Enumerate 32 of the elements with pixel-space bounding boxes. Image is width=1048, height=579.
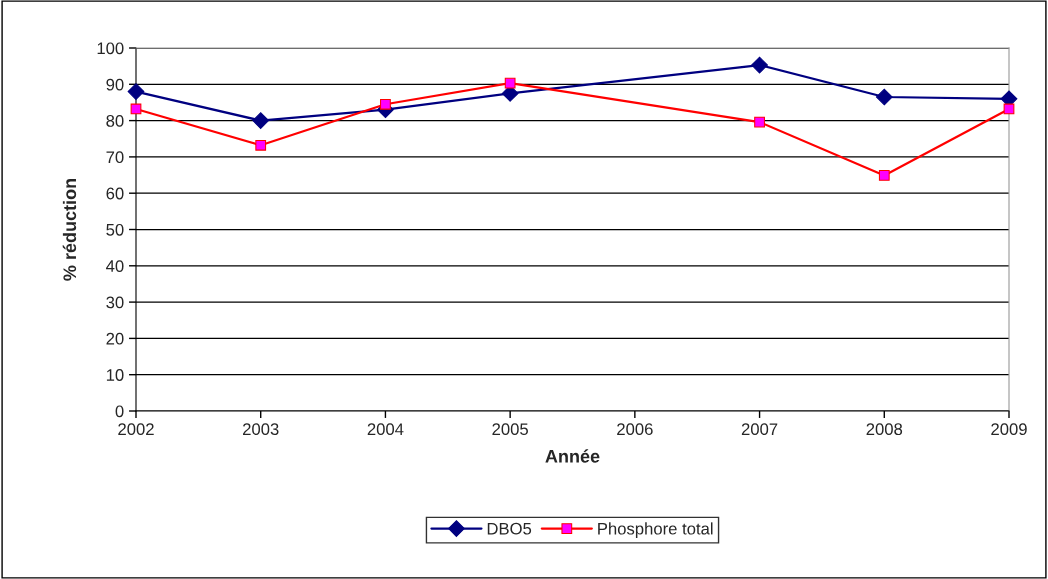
point xyxy=(754,116,765,128)
point xyxy=(255,139,267,151)
y-tick-label: 50 xyxy=(106,223,124,236)
x-tick-label: 2005 xyxy=(492,423,528,436)
point xyxy=(504,77,516,89)
y-tick-label: 60 xyxy=(106,187,124,200)
y-tick-label: 90 xyxy=(106,78,124,91)
x-tick-label: 2009 xyxy=(991,423,1027,436)
x-tick-label: 2008 xyxy=(866,423,903,436)
y-tick-label: 10 xyxy=(106,369,124,381)
x-tick-label: 2002 xyxy=(118,423,154,436)
x-tick-label: 2003 xyxy=(243,423,279,436)
x-tick-label: 2004 xyxy=(367,423,404,436)
y-tick-label: 100 xyxy=(97,42,124,55)
point xyxy=(252,112,270,129)
y-tick-label: 30 xyxy=(106,296,124,309)
point xyxy=(878,170,890,181)
y-tick-label: 0 xyxy=(115,405,124,418)
y-axis-title: % réduction xyxy=(62,178,77,281)
point xyxy=(127,83,145,100)
x-tick-label: 2006 xyxy=(617,423,653,436)
point xyxy=(875,88,893,106)
x-tick-label: 2007 xyxy=(741,423,778,436)
point xyxy=(380,98,391,110)
x-axis-title: Année xyxy=(545,449,600,463)
point xyxy=(751,56,768,74)
legend-label: DBO5 xyxy=(487,522,532,535)
y-tick-label: 80 xyxy=(106,115,124,127)
y-tick-label: 20 xyxy=(106,332,124,345)
y-tick-label: 70 xyxy=(106,151,124,164)
legend-label: Phosphore total xyxy=(598,522,713,538)
y-tick-label: 40 xyxy=(106,260,124,272)
